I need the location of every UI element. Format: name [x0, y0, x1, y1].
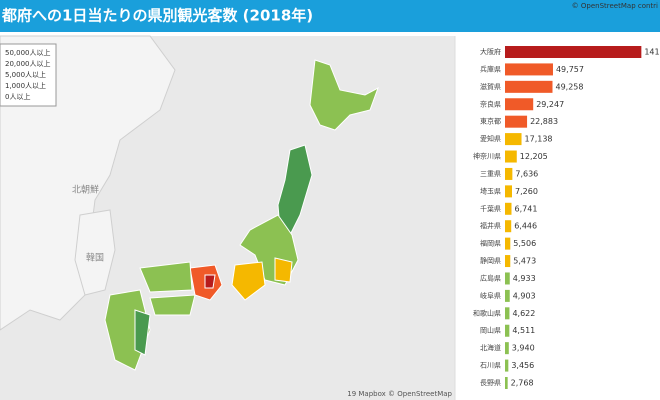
- bar: [505, 133, 522, 146]
- shikoku: [149, 294, 196, 316]
- bar: [505, 150, 517, 163]
- value-label: 5,506: [513, 239, 536, 248]
- category-label: 大阪府: [480, 47, 501, 56]
- bar: [505, 167, 513, 180]
- hokkaido: [309, 59, 379, 131]
- value-label: 4,903: [513, 291, 536, 300]
- value-label: 29,247: [536, 100, 564, 109]
- value-label: 12,205: [520, 152, 548, 161]
- value-label: 49,757: [556, 65, 584, 74]
- category-label: 滋賀県: [480, 82, 501, 91]
- category-label: 奈良県: [480, 99, 501, 108]
- category-label: 神奈川県: [473, 152, 501, 161]
- legend-entry: 5,000人以上: [5, 70, 46, 79]
- korea: [74, 209, 116, 296]
- category-label: 東京都: [480, 117, 501, 126]
- osaka: [204, 274, 216, 289]
- bar: [505, 237, 511, 250]
- category-label: 千葉県: [480, 204, 501, 213]
- value-label: 6,741: [515, 204, 538, 213]
- category-label: 石川県: [480, 362, 501, 370]
- value-label: 6,446: [514, 222, 537, 231]
- category-label: 兵庫県: [480, 64, 501, 73]
- value-label: 4,622: [512, 309, 535, 318]
- legend-box: [0, 43, 57, 107]
- miyazaki: [134, 309, 151, 356]
- category-label: 広島県: [480, 273, 501, 282]
- legend-entry: 20,000人以上: [5, 59, 51, 68]
- category-label: 埼玉県: [480, 186, 501, 195]
- bar: [505, 80, 553, 93]
- bar: [505, 115, 528, 128]
- value-label: 7,636: [515, 169, 538, 178]
- value-label: 2,768: [511, 379, 534, 388]
- map-label: 北朝鮮: [72, 184, 99, 196]
- category-label: 福岡県: [480, 239, 501, 248]
- bar: [505, 220, 512, 233]
- bar: [505, 272, 510, 285]
- bar: [505, 324, 510, 337]
- legend-entry: 50,000人以上: [5, 48, 51, 57]
- value-label: 17,138: [525, 135, 553, 144]
- kanto: [274, 257, 293, 283]
- bar: [505, 202, 512, 215]
- value-label: 3,940: [512, 344, 535, 353]
- legend-entry: 0人以上: [5, 92, 30, 101]
- value-label: 22,883: [530, 117, 558, 126]
- category-label: 和歌山県: [473, 308, 501, 317]
- value-label: 141,400: [644, 48, 660, 57]
- value-label: 7,260: [515, 187, 538, 196]
- category-label: 三重県: [480, 170, 501, 178]
- tokai: [231, 261, 266, 301]
- bar: [505, 255, 511, 268]
- bar: [505, 63, 553, 76]
- bar: [505, 98, 534, 111]
- category-label: 愛知県: [480, 134, 501, 143]
- value-label: 49,258: [555, 82, 583, 91]
- chugoku: [139, 261, 193, 293]
- value-label: 3,456: [511, 361, 534, 370]
- bar: [505, 307, 510, 320]
- bar: [505, 185, 513, 198]
- title-bar: [0, 0, 660, 32]
- value-label: 5,473: [513, 257, 536, 266]
- value-label: 4,511: [512, 326, 535, 335]
- category-label: 福井県: [480, 221, 501, 230]
- category-label: 岐阜県: [480, 291, 501, 300]
- category-label: 長野県: [480, 379, 501, 387]
- bar: [505, 46, 642, 58]
- map-attribution: 19 Mapbox © OpenStreetMap: [347, 390, 452, 398]
- legend-entry: 1,000人以上: [5, 81, 46, 90]
- value-label: 4,933: [513, 274, 536, 283]
- bar: [505, 342, 509, 355]
- map-label: 韓国: [86, 253, 104, 264]
- bar: [505, 377, 508, 389]
- category-label: 静岡県: [480, 256, 501, 265]
- title: 都府への1日当たりの県別観光客数 (2018年): [1, 7, 313, 25]
- category-label: 北海道: [480, 343, 501, 352]
- bar: [505, 289, 510, 302]
- credit: © OpenStreetMap contri: [572, 2, 658, 10]
- bar: [505, 359, 509, 372]
- category-label: 岡山県: [480, 326, 501, 335]
